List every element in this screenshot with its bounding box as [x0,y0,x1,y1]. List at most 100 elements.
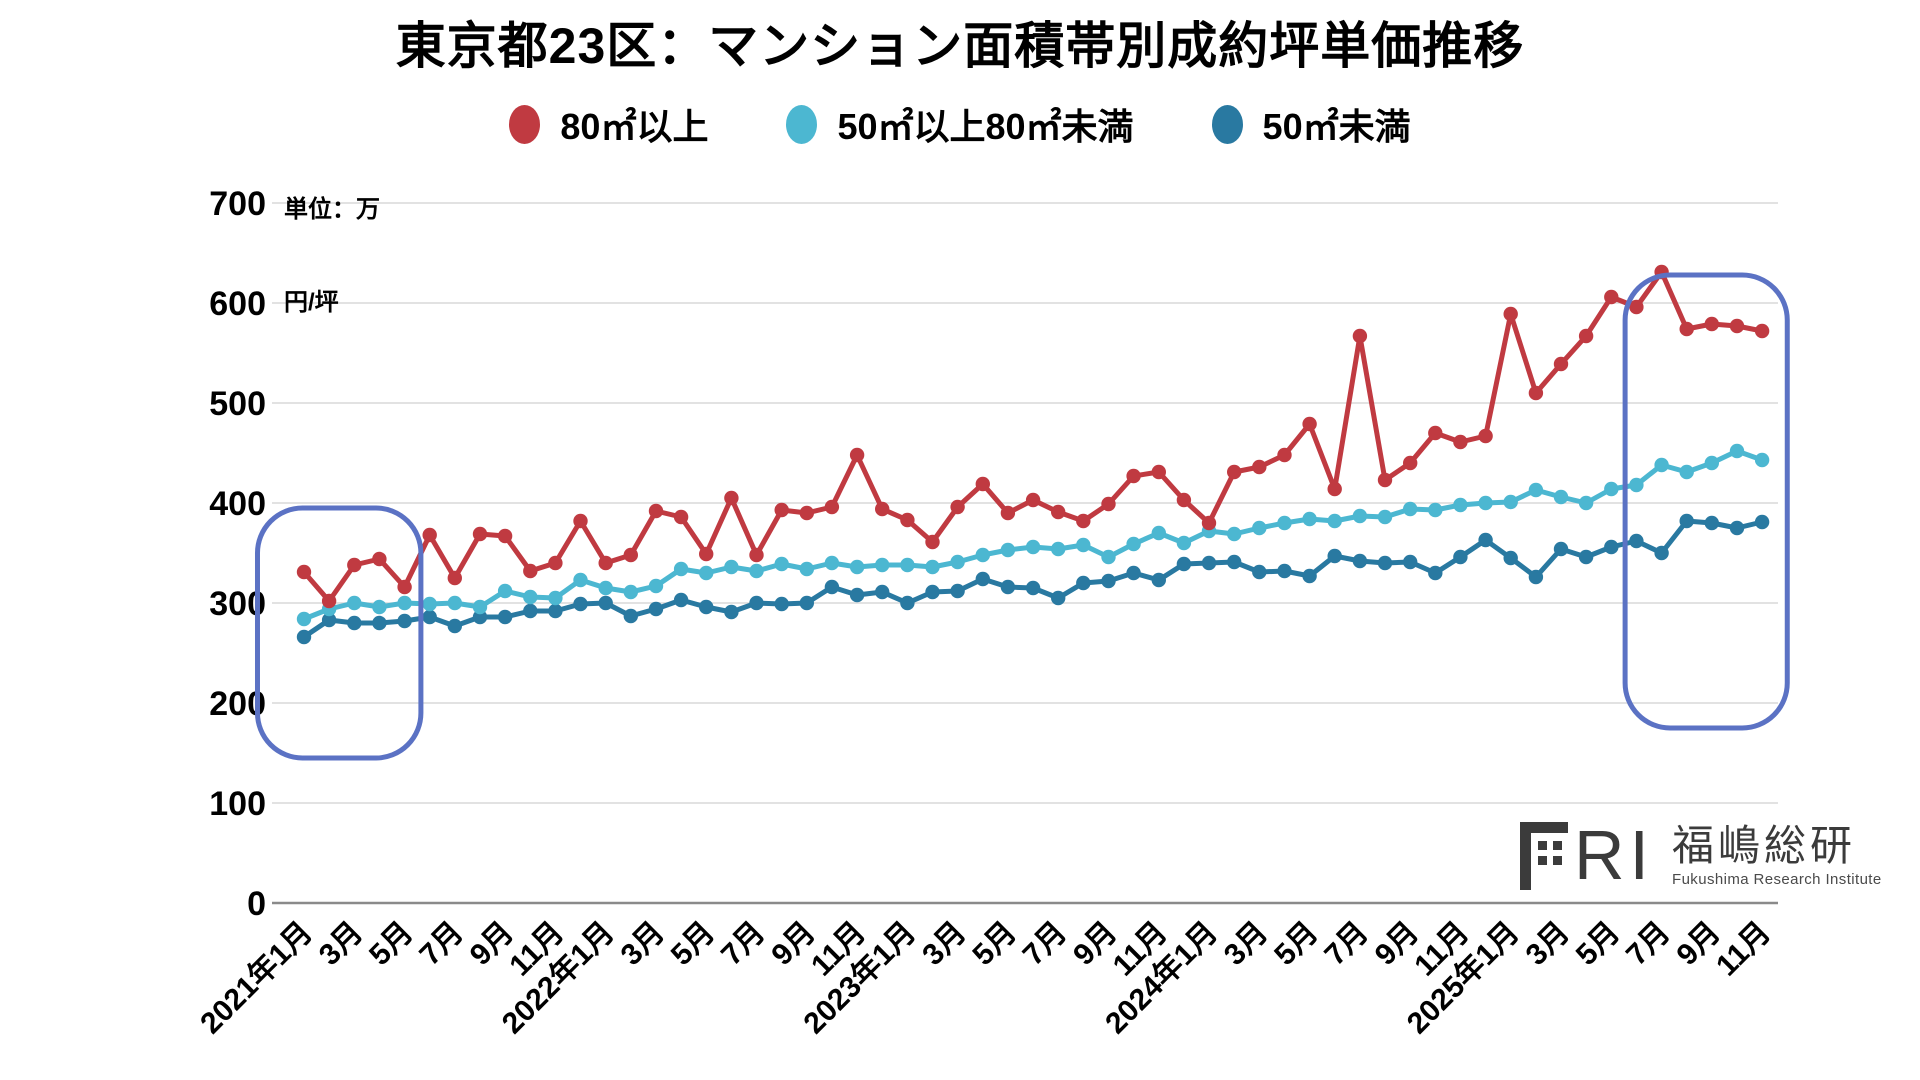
data-point [548,555,563,571]
data-point [925,584,940,600]
data-point [824,499,840,515]
data-point [1051,504,1066,520]
data-point [321,612,337,628]
data-point [422,596,437,612]
data-point [824,579,840,595]
legend-label: 80㎡以上 [560,106,709,147]
data-point [1679,464,1694,480]
data-point [1000,542,1016,558]
x-axis-labels: 2021年1月3月5月7月9月11月2022年1月3月5月7月9月11月2023… [194,916,1777,1041]
legend-label: 50㎡以上80㎡未満 [837,106,1134,147]
data-point [1277,515,1292,531]
data-point [422,527,437,543]
data-point [623,608,638,624]
data-point [1478,428,1493,444]
data-point [1503,494,1518,510]
x-tick-label: 7月 [1318,916,1374,972]
data-point [523,603,538,619]
data-point [1478,495,1493,511]
data-point [296,629,312,645]
x-tick-label: 11月 [1710,916,1777,983]
y-tick-label: 100 [209,785,266,823]
data-point [1704,455,1720,471]
data-point [724,559,739,575]
data-point [1754,323,1770,339]
legend: 80㎡以上 50㎡以上80㎡未満 50㎡未満 [0,98,1920,150]
data-point [1151,572,1167,588]
data-point [875,501,890,517]
data-point [598,555,613,571]
x-tick-label: 2021年1月 [194,916,319,1041]
data-point [1453,434,1468,450]
data-point [1704,515,1720,531]
data-point [1227,554,1242,570]
unit-label-line2: 円/坪 [284,289,339,316]
data-point [724,490,739,506]
data-point [447,595,462,611]
data-point [699,565,714,581]
data-point [1101,549,1116,565]
data-point [1729,443,1745,459]
data-point [975,476,990,492]
data-point [1654,457,1669,473]
data-point [497,583,513,599]
data-point [1578,328,1594,344]
data-point [1528,569,1544,585]
series-50㎡未満 [296,513,1770,645]
highlight-box [1622,272,1790,731]
data-point [1679,513,1694,529]
data-point [296,611,312,627]
data-point [1176,556,1192,572]
data-point [1704,316,1720,332]
data-point [1629,299,1644,315]
data-point [397,613,412,629]
data-point [472,526,488,542]
legend-item-0: 80㎡以上 [509,98,708,150]
data-point [321,593,337,609]
data-point [372,599,387,615]
data-point [1754,514,1770,530]
logo-f-building-icon [1520,822,1568,890]
x-tick-label: 3月 [615,916,671,972]
data-point [472,609,488,625]
data-point [1629,477,1644,493]
data-point [523,563,538,579]
legend-swatch [509,104,541,144]
data-point [1327,481,1342,497]
data-point [1377,555,1393,571]
data-point [347,615,362,631]
data-point [1604,481,1619,497]
data-point [1654,545,1669,561]
data-point [397,595,412,611]
data-point [648,601,664,617]
data-point [1428,425,1443,441]
data-point [1503,306,1518,322]
legend-label: 50㎡未満 [1262,106,1411,147]
data-point [1453,549,1468,565]
data-point [925,534,940,550]
logo-name-english: Fukushima Research Institute [1672,871,1882,888]
data-point [1025,580,1041,596]
x-tick-label: 5月 [665,916,721,972]
data-point [372,551,387,567]
data-point [1377,472,1393,488]
logo-letters-ri: RI [1574,816,1654,894]
highlight-boxes [254,272,1790,761]
data-point [925,559,940,575]
data-point [523,589,538,605]
data-point [875,584,890,600]
series-50㎡以上80㎡未満 [296,443,1770,627]
data-point [1000,579,1016,595]
data-point [950,499,965,515]
data-point [1604,539,1619,555]
data-point [875,557,890,573]
data-point [447,618,462,634]
x-tick-label: 5月 [1268,916,1324,972]
data-point [975,547,990,563]
data-point [1327,513,1342,529]
data-point [1101,496,1116,512]
data-point [1553,489,1569,505]
data-point [1025,492,1041,508]
data-point [1679,321,1694,337]
